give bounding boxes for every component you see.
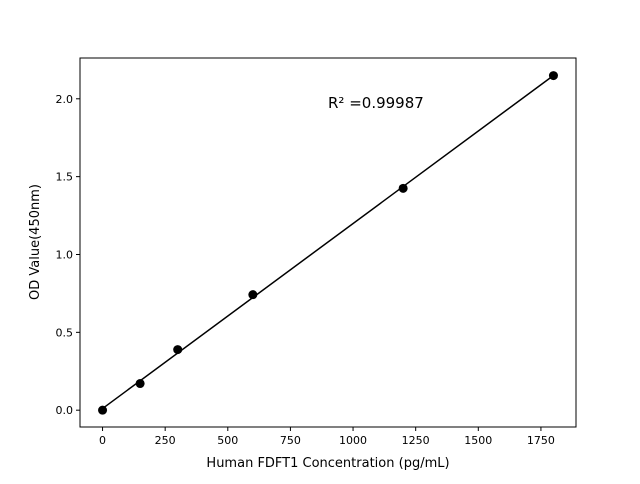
data-point (398, 183, 408, 193)
data-point (98, 405, 108, 415)
x-tick-label: 250 (155, 434, 176, 447)
x-tick-label: 1750 (527, 434, 555, 447)
data-point (135, 379, 145, 389)
data-point (248, 290, 258, 300)
x-axis-label: Human FDFT1 Concentration (pg/mL) (206, 456, 449, 471)
x-tick-label: 1250 (402, 434, 430, 447)
r-squared-annotation: R² =0.99987 (328, 94, 424, 112)
x-tick-label: 500 (217, 434, 238, 447)
data-point (173, 345, 183, 355)
x-tick-label: 1500 (464, 434, 492, 447)
y-axis-label: OD Value(450nm) (28, 184, 43, 300)
data-point (548, 71, 558, 81)
x-tick-label: 0 (99, 434, 106, 447)
y-tick-label: 0.0 (56, 404, 74, 417)
y-tick-label: 2.0 (56, 93, 74, 106)
x-tick-label: 1000 (339, 434, 367, 447)
y-tick-label: 1.0 (56, 248, 74, 261)
x-tick-label: 750 (280, 434, 301, 447)
y-tick-label: 0.5 (56, 326, 74, 339)
y-tick-label: 1.5 (56, 171, 74, 184)
